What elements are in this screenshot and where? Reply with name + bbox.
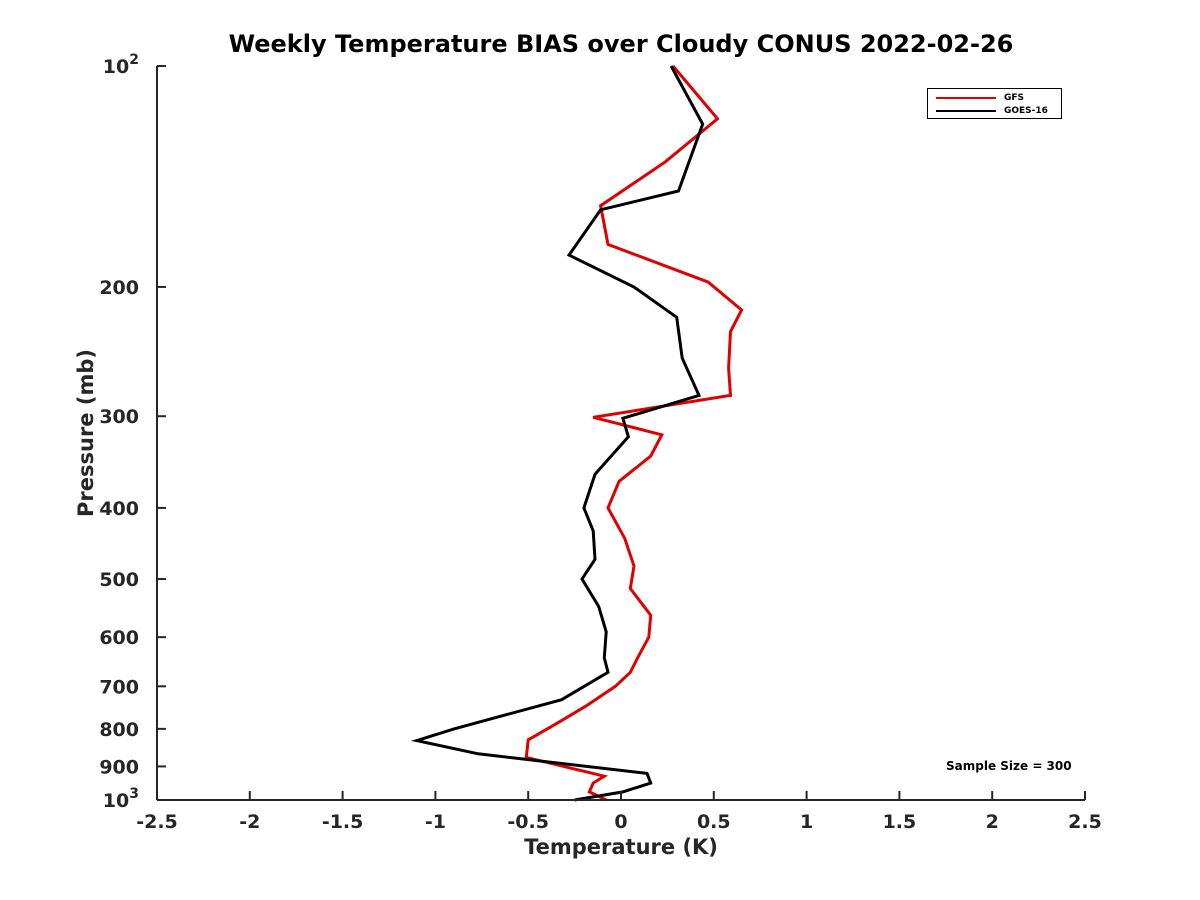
- y-tick-label: 103: [103, 786, 139, 812]
- x-tick-label: -2.5: [136, 811, 178, 833]
- x-tick-label: 0: [614, 811, 627, 833]
- legend-label-gfs: GFS: [1004, 92, 1025, 103]
- x-tick-label: 0.5: [697, 811, 731, 833]
- legend: GFS GOES-16: [927, 88, 1062, 119]
- y-axis-label: Pressure (mb): [74, 349, 98, 517]
- x-tick-label: 2: [986, 811, 999, 833]
- y-tick-label: 200: [99, 277, 139, 299]
- x-tick-label: 2.5: [1068, 811, 1102, 833]
- y-tick-label: 600: [99, 627, 139, 649]
- y-tick-label: 400: [99, 498, 139, 520]
- x-tick-label: -1.5: [322, 811, 364, 833]
- legend-item-gfs: GFS: [936, 91, 1024, 104]
- axes: [156, 66, 1085, 801]
- y-tick-label: 300: [99, 406, 139, 428]
- y-tick-label: 700: [99, 676, 139, 698]
- legend-label-goes16: GOES-16: [1004, 105, 1048, 116]
- series-line-goes16: [410, 65, 705, 802]
- legend-swatch-goes16: [936, 109, 996, 112]
- x-axis-label: Temperature (K): [524, 835, 718, 859]
- y-tick-label: 500: [99, 569, 139, 591]
- legend-swatch-gfs: [936, 96, 996, 99]
- x-tick-label: -0.5: [507, 811, 549, 833]
- x-tick-label: 1: [800, 811, 813, 833]
- sample-size-annotation: Sample Size = 300: [946, 759, 1072, 773]
- chart-title: Weekly Temperature BIAS over Cloudy CONU…: [228, 30, 1014, 58]
- y-tick-label: 800: [99, 719, 139, 741]
- series-lines: [410, 65, 744, 802]
- legend-item-goes16: GOES-16: [936, 104, 1048, 117]
- x-tick-label: -2: [239, 811, 260, 833]
- series-line-gfs: [524, 65, 744, 802]
- tick-marks: [156, 65, 1086, 801]
- x-tick-label: 1.5: [883, 811, 917, 833]
- tick-labels: -2.5 -2 -1.5 -1 -0.5 0 0.5 1 1.5 2 2.5 102 200 300 400…: [99, 52, 1102, 833]
- y-tick-label: 900: [99, 756, 139, 778]
- x-tick-label: -1: [425, 811, 446, 833]
- y-tick-label: 102: [103, 52, 139, 78]
